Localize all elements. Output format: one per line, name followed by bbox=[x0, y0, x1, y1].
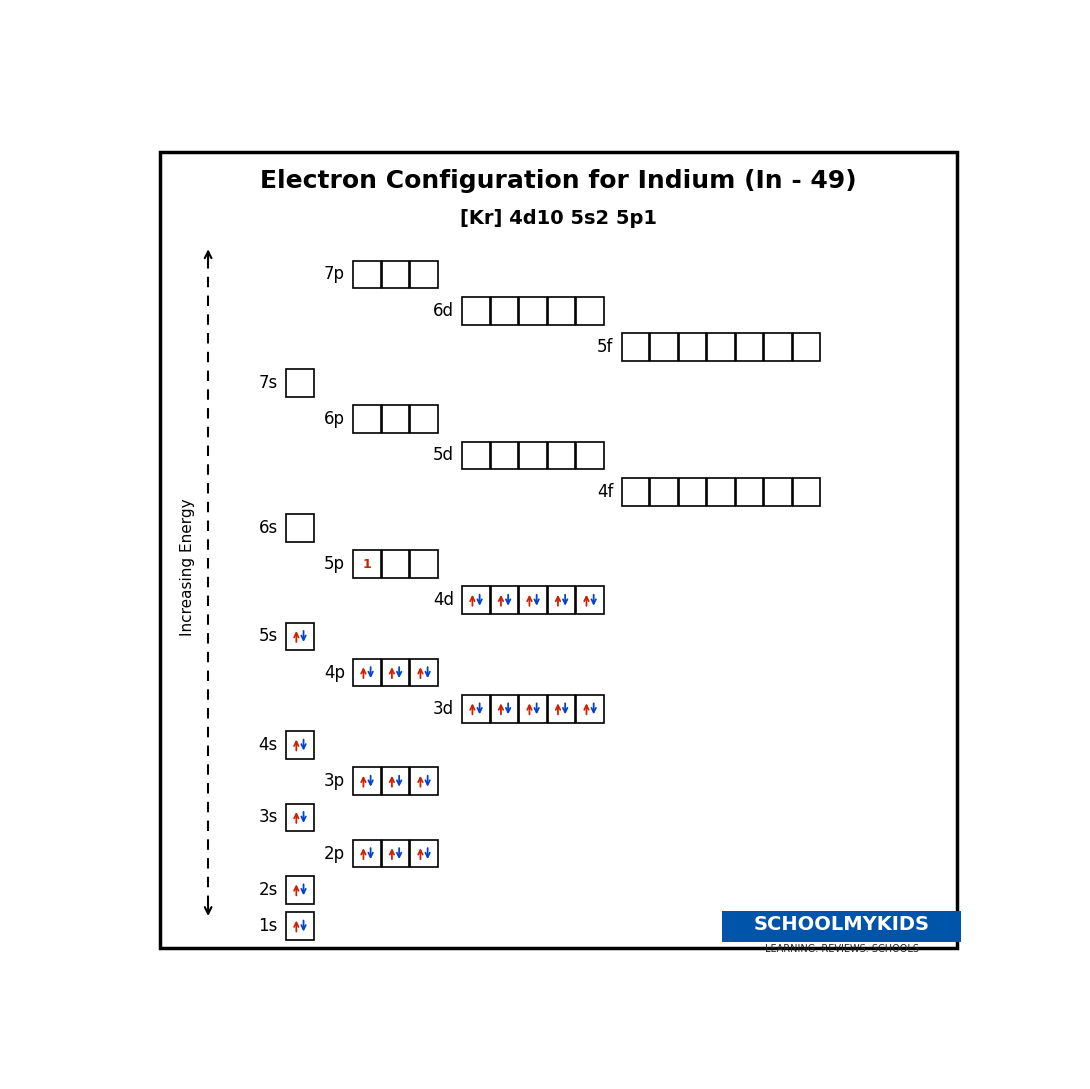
Text: 4f: 4f bbox=[596, 482, 614, 501]
Bar bbox=[519, 695, 547, 723]
Bar bbox=[382, 768, 410, 795]
Bar bbox=[792, 333, 821, 360]
Bar bbox=[410, 260, 438, 289]
Bar bbox=[286, 876, 314, 904]
Bar bbox=[353, 405, 380, 433]
Bar bbox=[410, 405, 438, 433]
Bar bbox=[462, 297, 489, 325]
Bar bbox=[353, 768, 380, 795]
Bar bbox=[621, 333, 650, 360]
Bar bbox=[577, 586, 604, 614]
Bar bbox=[490, 297, 519, 325]
Bar bbox=[353, 550, 380, 578]
Text: 3s: 3s bbox=[258, 808, 278, 827]
Text: 5d: 5d bbox=[433, 446, 453, 465]
Bar bbox=[792, 478, 821, 505]
Bar bbox=[353, 840, 380, 868]
Text: 6p: 6p bbox=[324, 411, 344, 428]
Bar bbox=[462, 586, 489, 614]
Bar bbox=[707, 478, 735, 505]
Text: 2p: 2p bbox=[324, 845, 344, 862]
Bar bbox=[410, 659, 438, 686]
Bar bbox=[519, 442, 547, 469]
Bar bbox=[547, 297, 576, 325]
Bar bbox=[621, 478, 650, 505]
Bar bbox=[410, 768, 438, 795]
Bar bbox=[286, 623, 314, 650]
Bar bbox=[382, 405, 410, 433]
Bar bbox=[547, 442, 576, 469]
Bar bbox=[547, 586, 576, 614]
Bar bbox=[519, 586, 547, 614]
Bar bbox=[382, 260, 410, 289]
Bar bbox=[736, 478, 763, 505]
Text: 3d: 3d bbox=[433, 700, 453, 718]
Bar bbox=[382, 659, 410, 686]
Bar bbox=[286, 731, 314, 759]
Text: Electron Configuration for Indium (In - 49): Electron Configuration for Indium (In - … bbox=[261, 169, 857, 193]
Bar bbox=[490, 442, 519, 469]
Bar bbox=[547, 695, 576, 723]
Text: 6s: 6s bbox=[258, 518, 278, 537]
Bar bbox=[577, 442, 604, 469]
Text: 4d: 4d bbox=[433, 591, 453, 609]
Text: 1s: 1s bbox=[258, 917, 278, 935]
Text: 4s: 4s bbox=[258, 736, 278, 754]
Text: 6d: 6d bbox=[433, 302, 453, 320]
Bar bbox=[462, 695, 489, 723]
Text: Increasing Energy: Increasing Energy bbox=[181, 498, 195, 636]
Bar bbox=[650, 478, 678, 505]
Text: 2s: 2s bbox=[258, 881, 278, 898]
Text: 1: 1 bbox=[363, 558, 372, 571]
Bar bbox=[410, 550, 438, 578]
Text: 5s: 5s bbox=[258, 627, 278, 646]
Bar bbox=[353, 260, 380, 289]
Bar bbox=[723, 910, 961, 942]
Bar bbox=[650, 333, 678, 360]
Text: [Kr] 4d10 5s2 5p1: [Kr] 4d10 5s2 5p1 bbox=[460, 209, 657, 229]
Bar bbox=[519, 297, 547, 325]
Bar bbox=[490, 695, 519, 723]
Bar bbox=[286, 804, 314, 831]
Bar bbox=[764, 478, 791, 505]
Text: 7s: 7s bbox=[258, 375, 278, 392]
Text: 3p: 3p bbox=[324, 772, 344, 791]
Text: 5f: 5f bbox=[596, 338, 614, 356]
Text: LEARNING. REVIEWS. SCHOOLS: LEARNING. REVIEWS. SCHOOLS bbox=[764, 944, 919, 954]
Bar bbox=[286, 913, 314, 940]
Bar bbox=[462, 442, 489, 469]
Bar bbox=[382, 550, 410, 578]
Bar bbox=[577, 695, 604, 723]
Bar bbox=[577, 297, 604, 325]
Bar bbox=[286, 514, 314, 541]
Bar bbox=[736, 333, 763, 360]
Text: SCHOOLMYKIDS: SCHOOLMYKIDS bbox=[753, 915, 930, 934]
Bar bbox=[353, 659, 380, 686]
Bar bbox=[679, 333, 706, 360]
Text: 4p: 4p bbox=[324, 663, 344, 682]
Bar bbox=[764, 333, 791, 360]
Bar bbox=[382, 840, 410, 868]
Bar bbox=[286, 369, 314, 396]
Bar bbox=[679, 478, 706, 505]
Bar bbox=[490, 586, 519, 614]
Text: 5p: 5p bbox=[324, 555, 344, 573]
Bar bbox=[707, 333, 735, 360]
Bar bbox=[410, 840, 438, 868]
Text: 7p: 7p bbox=[324, 266, 344, 283]
